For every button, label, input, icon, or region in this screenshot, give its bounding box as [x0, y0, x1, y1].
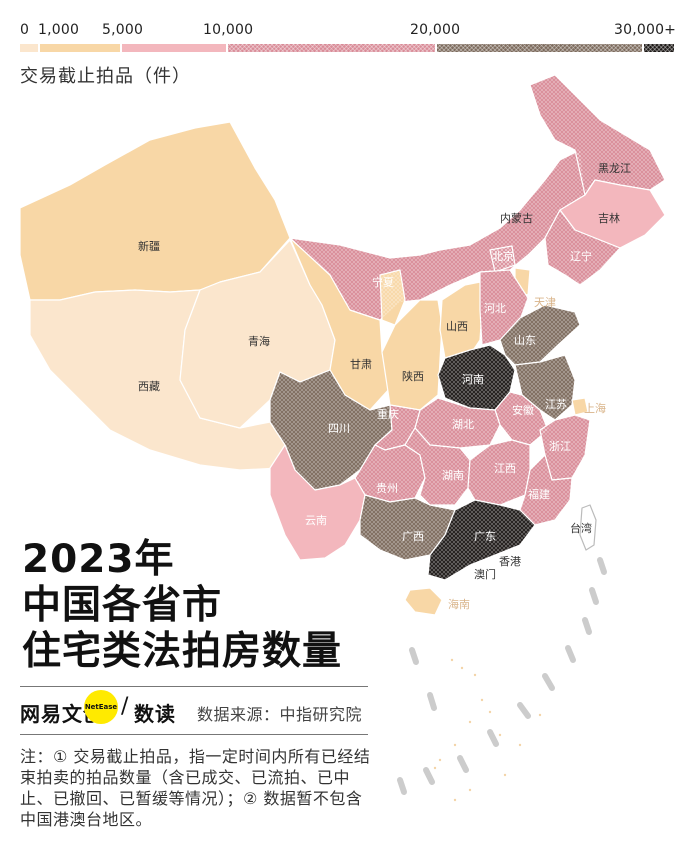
label-jilin: 吉林	[598, 211, 620, 225]
label-henan: 河南	[462, 373, 484, 386]
label-chongqing: 重庆	[377, 407, 399, 421]
hatch-hubei	[415, 398, 500, 448]
hatch-chongqing	[375, 405, 420, 450]
label-hunan: 湖南	[442, 469, 464, 482]
brand-sub: 数读	[134, 702, 176, 726]
legend-bar-4	[437, 44, 642, 52]
label-guangdong: 广东	[474, 530, 496, 543]
label-heilongjiang: 黑龙江	[598, 162, 631, 175]
label-tianjin: 天津	[534, 296, 556, 309]
hatch-neimenggu	[290, 150, 585, 320]
hatch-hebei	[480, 270, 528, 345]
label-shanxi: 山西	[446, 320, 468, 333]
label-jiangxi: 江西	[494, 462, 516, 475]
title-line-2: 中国各省市	[22, 583, 223, 628]
hatch-guangdong	[428, 500, 535, 580]
legend-title: 交易截止拍品（件）	[20, 66, 191, 87]
title-year: 2023年	[22, 537, 175, 582]
label-guizhou: 贵州	[376, 482, 398, 495]
legend-bar-2	[122, 44, 226, 52]
hatch-liaoning	[545, 210, 620, 285]
legend-tick-20000: 20,000	[410, 22, 461, 38]
divider-top	[20, 686, 368, 687]
label-qinghai: 青海	[248, 334, 270, 348]
legend-bar-1	[40, 44, 120, 52]
label-sichuan: 四川	[328, 422, 350, 435]
brand-slash: /	[121, 694, 129, 719]
south-china-sea	[397, 557, 607, 795]
label-zhejiang: 浙江	[549, 440, 571, 453]
province-hainan	[404, 587, 443, 616]
legend-tick-5000: 5,000	[102, 22, 144, 38]
hatch-guizhou	[355, 445, 425, 502]
footnote: 注：① 交易截止拍品，指一定时间内所有已经结束拍卖的拍品数量（含已成交、已流拍、…	[20, 747, 371, 829]
hatch-jiangsu	[515, 355, 575, 420]
legend-bar-5	[644, 44, 674, 52]
label-gansu: 甘肃	[350, 358, 372, 371]
hatch-sichuan	[270, 370, 392, 490]
province-taiwan	[579, 504, 597, 551]
hatch-guangxi	[360, 495, 455, 560]
label-hubei: 湖北	[452, 418, 474, 431]
label-shanghai: 上海	[584, 401, 606, 415]
label-neimenggu: 内蒙古	[500, 211, 533, 225]
hatch-henan	[438, 345, 515, 410]
hatch-shandong	[500, 305, 580, 365]
label-hebei: 河北	[484, 302, 506, 315]
hatch-anhui	[495, 392, 548, 445]
hatch-fujian	[520, 455, 572, 525]
label-anhui: 安徽	[512, 403, 534, 417]
label-aomen: 澳门	[474, 567, 496, 581]
label-fujian: 福建	[528, 487, 550, 501]
divider-bottom	[20, 734, 368, 735]
label-yunnan: 云南	[305, 514, 327, 527]
label-ningxia: 宁夏	[372, 275, 394, 289]
hatch-layer	[270, 75, 665, 580]
brand-badge-text: NetEase	[84, 703, 118, 711]
hatch-jiangxi	[468, 440, 530, 505]
province-shanxi	[439, 281, 483, 359]
label-xianggang: 香港	[499, 555, 521, 568]
hatch-beijing	[490, 246, 515, 272]
label-shandong: 山东	[514, 334, 536, 347]
legend-bar-0	[20, 44, 38, 52]
label-beijing: 北京	[492, 249, 514, 263]
hatch-hunan	[405, 428, 470, 505]
label-liaoning: 辽宁	[570, 249, 592, 263]
label-guangxi: 广西	[402, 530, 424, 543]
label-hainan: 海南	[448, 597, 470, 611]
legend-bar-3	[228, 44, 435, 52]
brand-badge: NetEase	[84, 690, 118, 724]
label-taiwan: 台湾	[570, 521, 592, 535]
south-sea-islands	[433, 658, 542, 802]
province-labels: 新疆 西藏 青海 甘肃 内蒙古 宁夏 陕西 山西 黑龙江 吉林 辽宁 北京 天津…	[138, 162, 631, 611]
label-xinjiang: 新疆	[138, 239, 160, 253]
label-jiangsu: 江苏	[545, 398, 567, 411]
hatch-zhejiang	[540, 415, 590, 480]
legend-tick-10000: 10,000	[203, 22, 254, 38]
label-shaanxi: 陕西	[402, 369, 424, 383]
legend-tick-1000: 1,000	[38, 22, 80, 38]
legend-tick-30000: 30,000+	[614, 22, 677, 38]
province-xinjiang	[19, 121, 291, 301]
data-source: 数据来源：中指研究院	[197, 705, 363, 724]
legend-tick-0: 0	[20, 22, 30, 38]
title-line-3: 住宅类法拍房数量	[22, 629, 343, 674]
province-shanghai	[571, 397, 589, 416]
label-xizang: 西藏	[138, 380, 160, 393]
hatch-heilongjiang	[530, 75, 665, 195]
